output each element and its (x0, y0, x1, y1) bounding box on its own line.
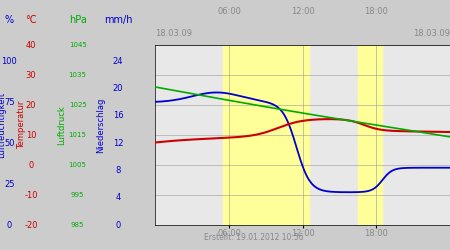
Text: 100: 100 (1, 57, 17, 66)
Text: 25: 25 (4, 180, 14, 188)
Text: 1015: 1015 (69, 132, 86, 138)
Text: 1045: 1045 (69, 42, 86, 48)
Text: 40: 40 (26, 40, 36, 50)
Bar (358, 45, 382, 225)
Text: Temperatur: Temperatur (17, 101, 26, 149)
Text: °C: °C (25, 15, 37, 25)
Text: 0: 0 (7, 220, 12, 230)
Text: 10: 10 (26, 130, 36, 140)
Text: 20: 20 (26, 100, 36, 110)
Text: Niederschlag: Niederschlag (96, 97, 105, 153)
Text: 18:00: 18:00 (364, 7, 388, 16)
Text: 30: 30 (26, 70, 36, 80)
Text: -20: -20 (24, 220, 38, 230)
Text: %: % (5, 15, 14, 25)
Text: 985: 985 (71, 222, 84, 228)
Text: 1035: 1035 (69, 72, 86, 78)
Text: Luftfeuchtigkeit: Luftfeuchtigkeit (0, 92, 6, 158)
Text: 1005: 1005 (69, 162, 86, 168)
Text: 0: 0 (115, 220, 121, 230)
Text: 16: 16 (112, 112, 123, 120)
Text: Erstellt: 19.01.2012 10:56: Erstellt: 19.01.2012 10:56 (204, 233, 304, 242)
Text: 18.03.09: 18.03.09 (155, 29, 192, 38)
Text: 1025: 1025 (69, 102, 86, 108)
Text: 12:00: 12:00 (291, 7, 315, 16)
Text: -10: -10 (24, 190, 38, 200)
Text: 8: 8 (115, 166, 121, 175)
Text: 4: 4 (115, 193, 121, 202)
Text: mm/h: mm/h (104, 15, 132, 25)
Text: 24: 24 (113, 57, 123, 66)
Bar (223, 45, 309, 225)
Text: 12: 12 (113, 139, 123, 148)
Text: 995: 995 (71, 192, 84, 198)
Text: 06:00: 06:00 (217, 7, 241, 16)
Text: hPa: hPa (69, 15, 86, 25)
Text: 75: 75 (4, 98, 15, 107)
Text: 18.03.09: 18.03.09 (413, 29, 450, 38)
Text: 0: 0 (28, 160, 34, 170)
Text: 20: 20 (113, 84, 123, 93)
Text: Luftdruck: Luftdruck (58, 105, 67, 145)
Text: 50: 50 (4, 139, 14, 148)
